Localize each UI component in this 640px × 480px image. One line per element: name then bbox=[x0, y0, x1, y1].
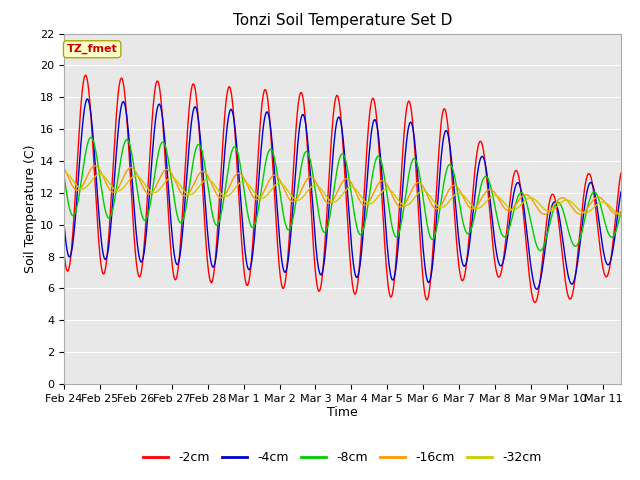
X-axis label: Time: Time bbox=[327, 407, 358, 420]
Y-axis label: Soil Temperature (C): Soil Temperature (C) bbox=[24, 144, 37, 273]
Title: Tonzi Soil Temperature Set D: Tonzi Soil Temperature Set D bbox=[233, 13, 452, 28]
Legend: -2cm, -4cm, -8cm, -16cm, -32cm: -2cm, -4cm, -8cm, -16cm, -32cm bbox=[138, 446, 547, 469]
Text: TZ_fmet: TZ_fmet bbox=[67, 44, 118, 54]
